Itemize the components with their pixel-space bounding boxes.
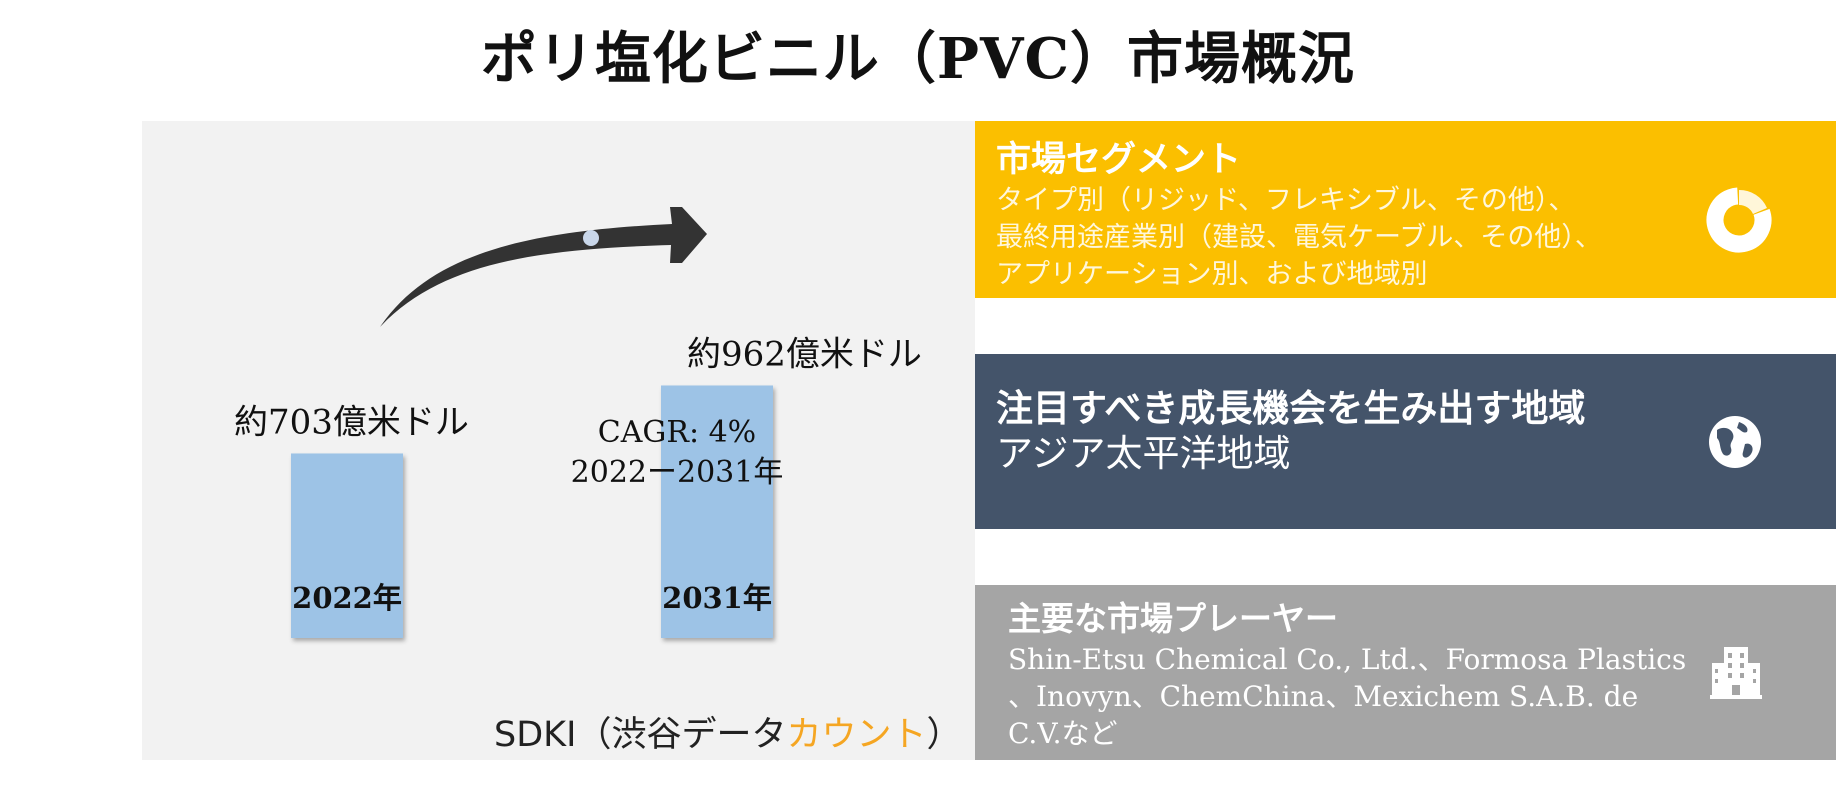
globe-icon bbox=[1709, 416, 1761, 468]
players-heading: 主要な市場プレーヤー bbox=[1008, 599, 1338, 638]
cagr-annotation: CAGR: 4% 2022ー2031年 bbox=[547, 413, 807, 493]
segment-line: タイプ別（リジッド、フレキシブル、その他）、 bbox=[996, 185, 1576, 216]
value-label-0: 約703億米ドル bbox=[234, 402, 469, 442]
players-card: 主要な市場プレーヤー Shin-Etsu Chemical Co., Ltd.、… bbox=[975, 585, 1836, 760]
market-size-chart: 2022年 約703億米ドル 2031年 約962億米ドル bbox=[234, 207, 922, 638]
players-line: Shin-Etsu Chemical Co., Ltd.、Formosa Pla… bbox=[1008, 643, 1687, 676]
market-size-panel: 2022年 約703億米ドル 2031年 約962億米ドル CAGR: 4% 2022… bbox=[142, 121, 975, 760]
brand-main: SDKI（渋谷データ bbox=[494, 715, 787, 755]
growth-arrow bbox=[380, 207, 707, 327]
region-heading: 注目すべき成長機会を生み出す地域 bbox=[996, 386, 1586, 430]
building-icon bbox=[1710, 647, 1762, 699]
category-label-0: 2022年 bbox=[292, 581, 402, 615]
players-line: C.V.など bbox=[1008, 717, 1118, 750]
segment-heading: 市場セグメント bbox=[996, 139, 1242, 180]
arrow-dot bbox=[583, 230, 599, 246]
players-body: Shin-Etsu Chemical Co., Ltd.、Formosa Pla… bbox=[1008, 641, 1708, 752]
bar-1 bbox=[661, 385, 773, 638]
segment-line: 最終用途産業別（建設、電気ケーブル、その他）、 bbox=[996, 222, 1602, 253]
page-title: ポリ塩化ビニル（PVC）市場概況 bbox=[480, 26, 1356, 92]
bar-0 bbox=[291, 453, 403, 638]
players-line: 、Inovyn、ChemChina、Mexichem S.A.B. de bbox=[1008, 680, 1639, 713]
region-value: アジア太平洋地域 bbox=[996, 432, 1291, 475]
cagr-rate: CAGR: 4% bbox=[597, 415, 757, 450]
region-card: 注目すべき成長機会を生み出す地域 アジア太平洋地域 bbox=[975, 354, 1836, 529]
segment-line: アプリケーション別、および地域別 bbox=[996, 259, 1428, 290]
donut-chart-icon bbox=[1706, 187, 1772, 253]
category-label-1: 2031年 bbox=[662, 581, 772, 615]
brand-accent: カウント bbox=[786, 715, 927, 755]
brand-close: ） bbox=[926, 715, 962, 755]
brand-credit: SDKI（渋谷データカウント） bbox=[494, 706, 961, 757]
cagr-period: 2022ー2031年 bbox=[570, 455, 784, 490]
value-label-1: 約962億米ドル bbox=[687, 334, 922, 374]
segment-body: タイプ別（リジッド、フレキシブル、その他）、 最終用途産業別（建設、電気ケーブル… bbox=[996, 182, 1686, 293]
segment-card: 市場セグメント タイプ別（リジッド、フレキシブル、その他）、 最終用途産業別（建… bbox=[975, 121, 1836, 298]
